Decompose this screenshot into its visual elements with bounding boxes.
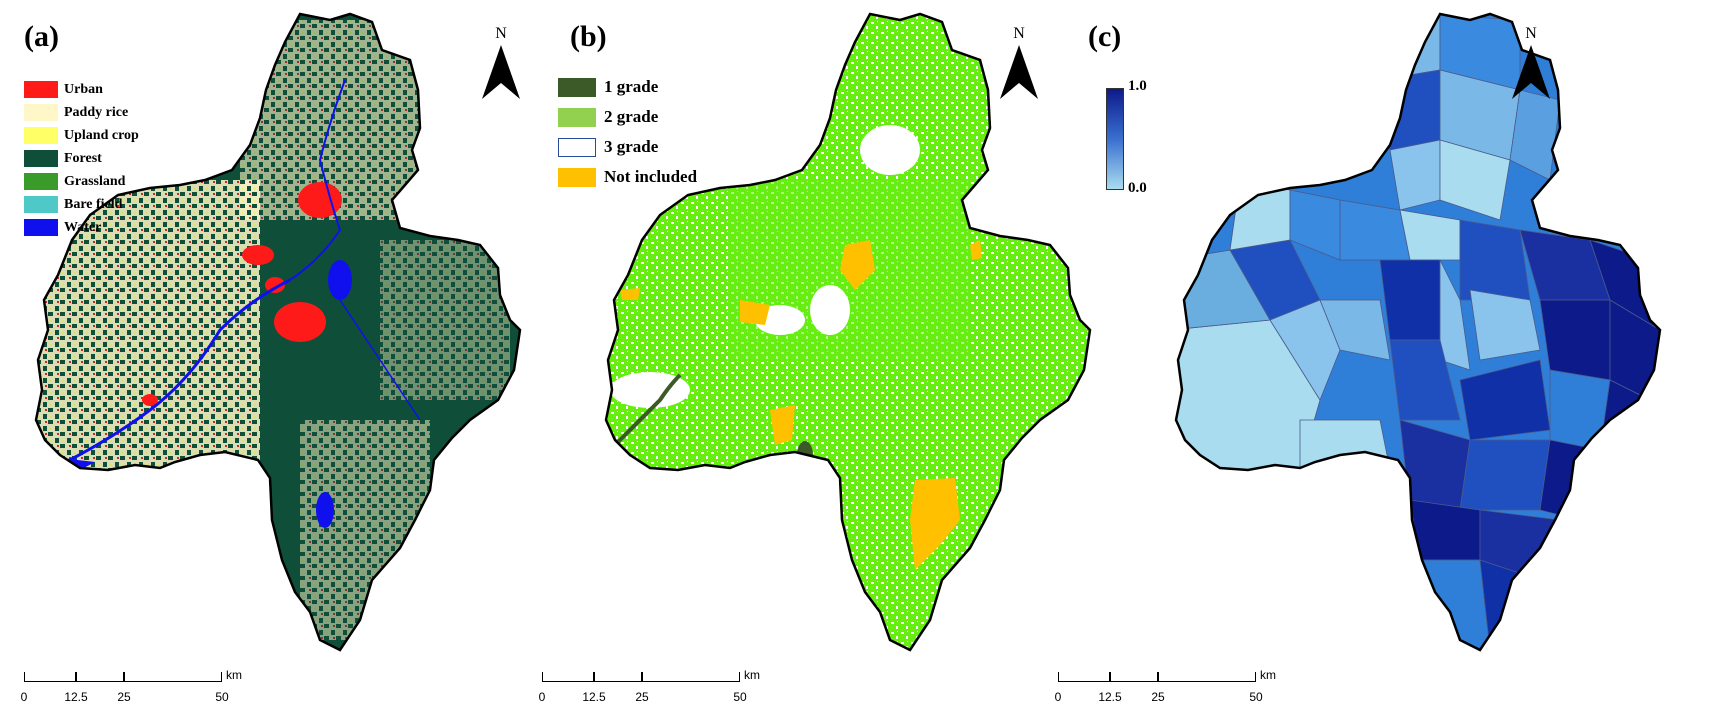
legend: Urban Paddy rice Upland crop Forest Gras…	[24, 78, 139, 239]
legend-label: Urban	[64, 81, 103, 97]
panel-label: (b)	[570, 20, 607, 53]
scale-segment	[1158, 672, 1256, 682]
scale-bar: 0 12.5 25 50 km	[20, 668, 254, 722]
scale-tick: 12.5	[1098, 690, 1122, 704]
scale-tick: 0	[20, 690, 28, 704]
legend-swatch	[24, 219, 58, 236]
scale-segment	[24, 672, 76, 682]
scale-segment	[76, 672, 124, 682]
legend-label: Paddy rice	[64, 104, 129, 120]
scale-tick: 50	[1249, 690, 1263, 704]
scale-unit: km	[226, 668, 242, 682]
scale-tick: 50	[215, 690, 229, 704]
legend-item-2-grade: 2 grade	[558, 102, 697, 132]
scale-segment	[1058, 672, 1110, 682]
legend-label: Grassland	[64, 173, 126, 189]
legend-item-bare-field: Bare field	[24, 193, 139, 216]
scale-tick: 0	[538, 690, 546, 704]
legend-label: 3 grade	[604, 137, 659, 156]
scale-segment	[124, 672, 222, 682]
panel-label: (a)	[24, 20, 59, 53]
legend-item-not-included: Not included	[558, 162, 697, 192]
north-arrow: N	[1510, 25, 1552, 108]
scale-tick: 0	[1054, 690, 1062, 704]
scale-unit: km	[1260, 668, 1276, 682]
panel-c: (c) 1.0 0.0 N 0 12.5 25 50 km	[1055, 0, 1700, 727]
legend-label: 1 grade	[604, 77, 659, 96]
scale-tick: 25	[1151, 690, 1165, 704]
grade-map	[604, 12, 1092, 652]
legend-label: 2 grade	[604, 107, 659, 126]
legend-label: Bare field	[64, 196, 123, 212]
legend-swatch	[24, 196, 58, 213]
north-label: N	[1525, 25, 1537, 42]
north-arrow-icon	[1000, 45, 1038, 99]
legend-label: Upland crop	[64, 127, 139, 143]
scale-unit: km	[744, 668, 760, 682]
scale-tick: 25	[117, 690, 131, 704]
legend: 1 grade 2 grade 3 grade Not included	[558, 72, 697, 192]
legend-swatch	[24, 81, 58, 98]
north-label: N	[495, 25, 507, 42]
legend-swatch	[558, 167, 596, 187]
panel-label: (c)	[1088, 20, 1122, 53]
land-use-map	[34, 12, 522, 652]
legend-item-water: Water	[24, 216, 139, 239]
panel-a: (a) Urban Paddy rice Upland crop Forest …	[0, 0, 560, 727]
scale-segment	[642, 672, 740, 682]
north-arrow-icon	[482, 45, 520, 99]
scale-bar: 0 12.5 25 50 km	[1054, 668, 1288, 722]
legend-label: Forest	[64, 150, 102, 166]
legend-item-grassland: Grassland	[24, 170, 139, 193]
scale-tick: 12.5	[64, 690, 88, 704]
legend-swatch	[558, 107, 596, 127]
colorbar-max-label: 1.0	[1128, 78, 1147, 94]
panel-b: (b) 1 grade 2 grade 3 grade Not included…	[539, 0, 1130, 727]
legend-item-3-grade: 3 grade	[558, 132, 697, 162]
legend-swatch	[24, 104, 58, 121]
legend-item-upland-crop: Upland crop	[24, 124, 139, 147]
colorbar	[1106, 88, 1124, 190]
index-map	[1174, 12, 1662, 652]
legend-label: Not included	[604, 167, 698, 186]
scale-tick: 12.5	[582, 690, 606, 704]
legend-item-1-grade: 1 grade	[558, 72, 697, 102]
scale-segment	[542, 672, 594, 682]
legend-swatch	[24, 173, 58, 190]
legend-item-paddy-rice: Paddy rice	[24, 101, 139, 124]
legend-swatch	[24, 127, 58, 144]
scale-tick: 50	[733, 690, 747, 704]
legend-swatch	[558, 137, 596, 157]
colorbar-min-label: 0.0	[1128, 180, 1147, 196]
scale-segment	[594, 672, 642, 682]
legend-swatch	[558, 77, 596, 97]
north-label: N	[1013, 25, 1025, 42]
north-arrow-icon	[1512, 45, 1550, 99]
scale-tick: 25	[635, 690, 649, 704]
legend-item-forest: Forest	[24, 147, 139, 170]
scale-bar: 0 12.5 25 50 km	[538, 668, 772, 722]
legend-swatch	[24, 150, 58, 167]
north-arrow: N	[480, 25, 522, 108]
north-arrow: N	[998, 25, 1040, 108]
legend-item-urban: Urban	[24, 78, 139, 101]
scale-segment	[1110, 672, 1158, 682]
legend-label: Water	[64, 219, 102, 235]
